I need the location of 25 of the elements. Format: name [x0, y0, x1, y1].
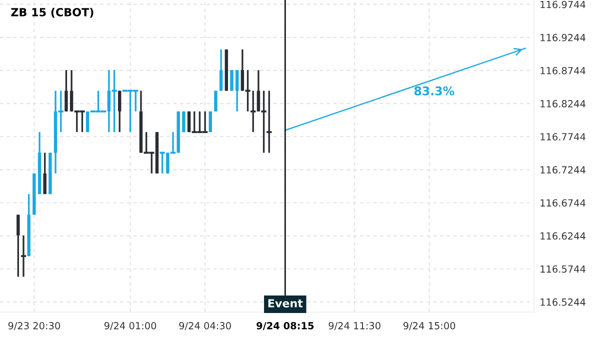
x-tick-label: 9/24 01:00: [104, 322, 156, 330]
y-tick-label: 116.6744: [540, 199, 586, 207]
candlestick: [118, 90, 122, 133]
candlestick: [235, 69, 239, 112]
candlestick: [219, 48, 223, 92]
candlestick: [16, 214, 20, 278]
y-tick-label: 116.8244: [540, 100, 586, 108]
x-tick-label: 9/24 15:00: [403, 322, 456, 330]
candlestick: [43, 152, 46, 195]
y-tick-label: 116.5744: [540, 265, 586, 273]
y-tick-label: 116.7244: [540, 166, 586, 174]
annotation: 83.3%: [414, 86, 454, 96]
y-tick-label: 116.9744: [540, 0, 586, 8]
y-tick-label: 116.9244: [540, 34, 586, 42]
x-tick-label: 9/24 08:15: [256, 322, 314, 330]
text: ZB 15 (CBOT): [11, 8, 94, 18]
candlestick: [64, 69, 68, 112]
y-tick-label: 116.6244: [540, 232, 586, 240]
y-tick-label: 116.5244: [540, 298, 586, 306]
y-tick-label: 116.8744: [540, 66, 586, 74]
y-tick-label: 116.7744: [540, 133, 586, 140]
x-tick-label: 9/24 11:30: [328, 322, 380, 330]
x-tick-label: 9/24 04:30: [179, 322, 231, 330]
x-tick-label: 9/23 20:30: [8, 322, 60, 330]
ref-line-label: Event: [268, 299, 303, 308]
